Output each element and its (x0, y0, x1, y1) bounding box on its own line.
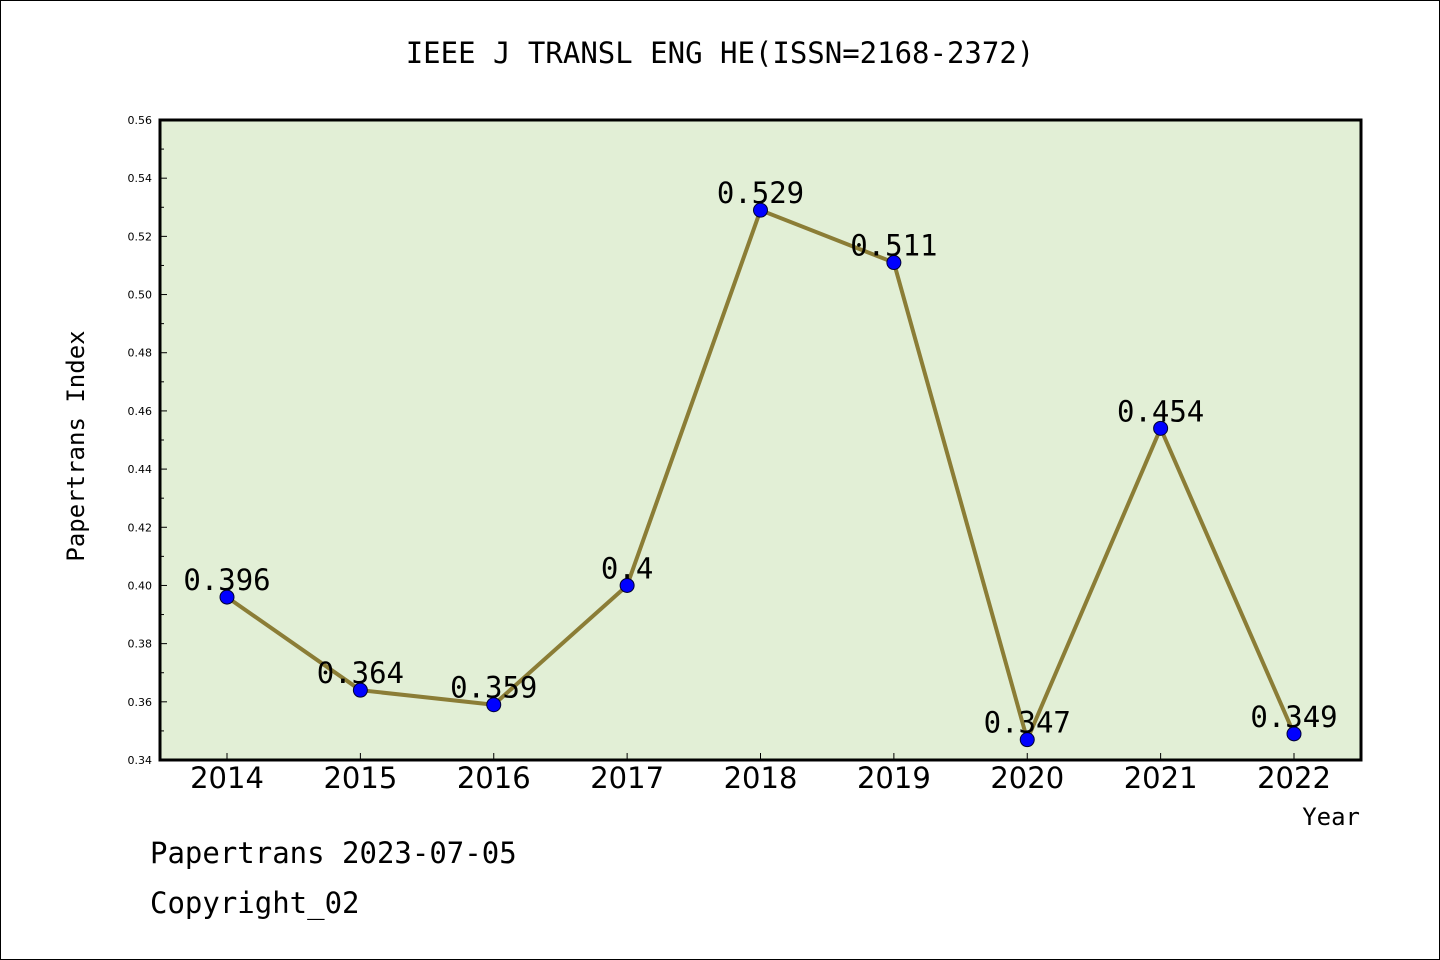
data-point (619, 577, 635, 593)
footer-copyright: Copyright_02 (150, 886, 360, 920)
data-label: 0.349 (1250, 700, 1337, 734)
series-group (219, 202, 1302, 748)
y-tick-label: 0.54 (128, 172, 153, 185)
chart-title: IEEE J TRANSL ENG HE(ISSN=2168-2372) (405, 36, 1035, 70)
x-axis: 2014 2015 2016 2017 2018 2019 2020 2021 2022 (190, 753, 1331, 795)
y-tick-label: 0.50 (128, 289, 153, 302)
data-point (1286, 726, 1302, 742)
footer-date: Papertrans 2023-07-05 (150, 836, 517, 870)
y-tick-label: 0.56 (128, 114, 153, 127)
data-label: 0.347 (984, 706, 1071, 740)
data-point (219, 589, 235, 605)
data-labels: 0.396 0.364 0.359 0.4 0.529 0.511 0.347 0.454 0.… (183, 176, 1337, 739)
data-label: 0.359 (450, 671, 537, 705)
y-tick-label: 0.46 (128, 405, 153, 418)
y-axis: 0.34 0.36 0.38 0.40 0.42 0.44 0.46 0.48 0.50 0.52… (128, 114, 167, 767)
x-tick-label: 2021 (1124, 761, 1198, 795)
data-point (486, 697, 502, 713)
y-tick-label: 0.40 (128, 579, 153, 592)
y-tick-label: 0.48 (128, 347, 153, 360)
x-tick-label: 2014 (190, 761, 264, 795)
data-label: 0.4 (601, 551, 653, 585)
data-point (886, 255, 902, 271)
data-point (753, 202, 768, 218)
data-point (1019, 732, 1035, 748)
x-tick-label: 2016 (457, 761, 531, 795)
x-tick-label: 2019 (857, 761, 931, 795)
y-tick-label: 0.38 (128, 638, 153, 651)
x-tick-label: 2022 (1257, 761, 1331, 795)
data-label: 0.364 (317, 656, 404, 690)
data-label: 0.396 (183, 563, 270, 597)
y-tick-label: 0.44 (128, 463, 153, 476)
x-tick-label: 2015 (323, 761, 397, 795)
y-axis-label: Papertrans Index (62, 330, 90, 561)
y-tick-label: 0.34 (128, 754, 153, 767)
y-tick-label: 0.42 (128, 521, 153, 534)
data-label: 0.454 (1117, 394, 1204, 428)
y-tick-label: 0.52 (128, 230, 153, 243)
data-label: 0.529 (717, 176, 804, 210)
y-tick-label: 0.36 (128, 696, 153, 709)
x-tick-label: 2020 (990, 761, 1064, 795)
data-label: 0.511 (850, 229, 937, 263)
x-tick-label: 2017 (590, 761, 664, 795)
x-axis-label: Year (1302, 803, 1360, 831)
data-point (352, 682, 368, 698)
x-tick-label: 2018 (724, 761, 798, 795)
data-point (1153, 420, 1169, 436)
plot-area (158, 118, 1363, 762)
